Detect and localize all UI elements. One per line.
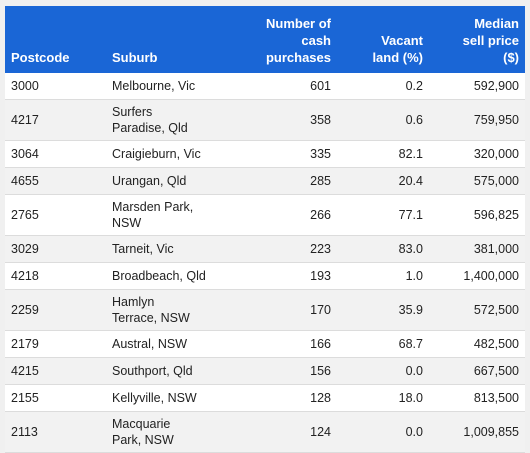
cell-cash-purchases: 128: [225, 384, 337, 412]
cell-median-price: 381,000: [429, 235, 525, 263]
table-header: Postcode Suburb Number of cash purchases…: [5, 6, 525, 73]
cell-postcode: 2155: [5, 384, 106, 412]
cell-median-price: 482,500: [429, 330, 525, 358]
header-suburb: Suburb: [112, 50, 158, 65]
cell-cash-purchases: 335: [225, 140, 337, 168]
cell-postcode: 4215: [5, 357, 106, 385]
cell-postcode: 4218: [5, 262, 106, 290]
table-row: 4655 Urangan, Qld 285 20.4 575,000: [5, 167, 525, 195]
cell-cash-purchases: 170: [225, 289, 337, 331]
cell-postcode: 3064: [5, 140, 106, 168]
cell-vacant-land: 1.0: [337, 262, 429, 290]
cell-suburb: Tarneit, Vic: [106, 235, 225, 263]
cell-cash-purchases: 193: [225, 262, 337, 290]
cell-suburb: Macquarie Park, NSW: [106, 411, 225, 453]
table-row: 2259 Hamlyn Terrace, NSW 170 35.9 572,500: [5, 289, 525, 331]
cell-postcode: 2113: [5, 411, 106, 453]
cell-cash-purchases: 124: [225, 411, 337, 453]
cell-vacant-land: 18.0: [337, 384, 429, 412]
cell-vacant-land: 0.0: [337, 411, 429, 453]
cell-suburb: Marsden Park, NSW: [106, 194, 225, 236]
cell-suburb: Hamlyn Terrace, NSW: [106, 289, 225, 331]
cash-purchases-table-container: Postcode Suburb Number of cash purchases…: [5, 6, 525, 453]
cell-vacant-land: 0.6: [337, 99, 429, 141]
cell-median-price: 1,400,000: [429, 262, 525, 290]
cell-postcode: 4217: [5, 99, 106, 141]
cell-vacant-land: 0.2: [337, 73, 429, 100]
table-row: 2113 Macquarie Park, NSW 124 0.0 1,009,855: [5, 411, 525, 453]
cell-vacant-land: 82.1: [337, 140, 429, 168]
cell-median-price: 575,000: [429, 167, 525, 195]
cell-suburb: Southport, Qld: [106, 357, 225, 385]
cell-suburb: Urangan, Qld: [106, 167, 225, 195]
cash-purchases-table: Postcode Suburb Number of cash purchases…: [5, 6, 525, 453]
cell-suburb: Kellyville, NSW: [106, 384, 225, 412]
table-row: 2765 Marsden Park, NSW 266 77.1 596,825: [5, 194, 525, 236]
cell-cash-purchases: 601: [225, 73, 337, 100]
table-row: 4218 Broadbeach, Qld 193 1.0 1,400,000: [5, 262, 525, 290]
cell-suburb: Melbourne, Vic: [106, 73, 225, 100]
cell-suburb: Surfers Paradise, Qld: [106, 99, 225, 141]
table-row: 3064 Craigieburn, Vic 335 82.1 320,000: [5, 140, 525, 168]
cell-postcode: 2259: [5, 289, 106, 331]
cell-vacant-land: 77.1: [337, 194, 429, 236]
cell-suburb: Austral, NSW: [106, 330, 225, 358]
cell-median-price: 320,000: [429, 140, 525, 168]
cell-median-price: 1,009,855: [429, 411, 525, 453]
cell-suburb: Craigieburn, Vic: [106, 140, 225, 168]
table-row: 4215 Southport, Qld 156 0.0 667,500: [5, 357, 525, 385]
cell-vacant-land: 68.7: [337, 330, 429, 358]
header-cash-purchases: Number of cash purchases: [265, 16, 331, 65]
cell-suburb: Broadbeach, Qld: [106, 262, 225, 290]
table-row: 3029 Tarneit, Vic 223 83.0 381,000: [5, 235, 525, 263]
header-vacant-land: Vacant land (%): [372, 33, 423, 65]
header-row: Postcode Suburb Number of cash purchases…: [5, 6, 525, 73]
cell-postcode: 2765: [5, 194, 106, 236]
cell-cash-purchases: 358: [225, 99, 337, 141]
cell-median-price: 813,500: [429, 384, 525, 412]
table-row: 2179 Austral, NSW 166 68.7 482,500: [5, 330, 525, 358]
table-row: 4217 Surfers Paradise, Qld 358 0.6 759,950: [5, 99, 525, 141]
cell-postcode: 4655: [5, 167, 106, 195]
cell-vacant-land: 83.0: [337, 235, 429, 263]
cell-median-price: 667,500: [429, 357, 525, 385]
cell-median-price: 759,950: [429, 99, 525, 141]
cell-cash-purchases: 266: [225, 194, 337, 236]
cell-vacant-land: 0.0: [337, 357, 429, 385]
cell-median-price: 572,500: [429, 289, 525, 331]
cell-median-price: 592,900: [429, 73, 525, 100]
cell-cash-purchases: 156: [225, 357, 337, 385]
table-row: 3000 Melbourne, Vic 601 0.2 592,900: [5, 73, 525, 100]
cell-vacant-land: 35.9: [337, 289, 429, 331]
cell-postcode: 3000: [5, 73, 106, 100]
cell-cash-purchases: 223: [225, 235, 337, 263]
table-body: 3000 Melbourne, Vic 601 0.2 592,900 4217 Surfe…: [5, 73, 525, 453]
cell-median-price: 596,825: [429, 194, 525, 236]
cell-vacant-land: 20.4: [337, 167, 429, 195]
cell-postcode: 3029: [5, 235, 106, 263]
cell-postcode: 2179: [5, 330, 106, 358]
cell-cash-purchases: 285: [225, 167, 337, 195]
table-row: 2155 Kellyville, NSW 128 18.0 813,500: [5, 384, 525, 412]
header-median-price: Median sell price ($): [462, 16, 519, 65]
cell-cash-purchases: 166: [225, 330, 337, 358]
header-postcode: Postcode: [11, 50, 70, 65]
